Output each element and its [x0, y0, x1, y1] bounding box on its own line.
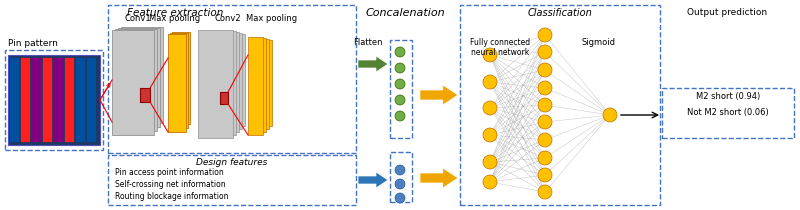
Circle shape	[395, 179, 405, 189]
Circle shape	[483, 101, 497, 115]
Bar	[198, 30, 233, 138]
Circle shape	[483, 155, 497, 169]
Bar	[43, 58, 52, 142]
Circle shape	[538, 81, 552, 95]
Text: Routing blockage information: Routing blockage information	[115, 192, 229, 201]
Text: Self-crossing net information: Self-crossing net information	[115, 180, 226, 189]
Bar	[121, 27, 163, 123]
Bar	[257, 40, 272, 126]
Bar	[65, 58, 74, 142]
Text: Not M2 short (0.06): Not M2 short (0.06)	[687, 108, 769, 117]
Bar	[118, 28, 160, 127]
Bar	[140, 88, 150, 102]
Bar	[108, 155, 356, 205]
Bar	[662, 88, 794, 138]
Text: Conv2: Conv2	[214, 14, 242, 23]
Circle shape	[483, 128, 497, 142]
Bar	[76, 58, 85, 142]
Text: Max pooling: Max pooling	[150, 14, 201, 23]
Text: Sigmoid: Sigmoid	[581, 38, 615, 47]
Circle shape	[395, 165, 405, 175]
Circle shape	[538, 63, 552, 77]
Text: Design features: Design features	[196, 158, 268, 167]
Text: M2 short (0.94): M2 short (0.94)	[696, 92, 760, 101]
Bar	[32, 58, 41, 142]
Bar	[460, 5, 660, 205]
Bar	[210, 34, 245, 126]
Circle shape	[395, 111, 405, 121]
Circle shape	[603, 108, 617, 122]
Bar	[172, 32, 190, 124]
Bar	[108, 5, 356, 153]
Text: Concalenation: Concalenation	[365, 8, 445, 18]
Circle shape	[483, 75, 497, 89]
Polygon shape	[358, 172, 388, 188]
Bar	[168, 34, 186, 132]
Circle shape	[395, 47, 405, 57]
Bar	[115, 29, 157, 131]
Bar	[8, 55, 100, 145]
Bar	[390, 152, 412, 202]
Circle shape	[538, 45, 552, 59]
Bar	[54, 58, 63, 142]
Circle shape	[395, 63, 405, 73]
Circle shape	[395, 79, 405, 89]
Polygon shape	[420, 168, 458, 188]
Circle shape	[538, 168, 552, 182]
Bar	[254, 39, 269, 129]
Text: Flatten: Flatten	[354, 38, 382, 47]
Text: Fully connected
neural network: Fully connected neural network	[470, 38, 530, 57]
Bar	[10, 58, 19, 142]
Circle shape	[483, 175, 497, 189]
Bar	[204, 32, 239, 132]
Bar	[390, 40, 412, 138]
Circle shape	[395, 193, 405, 203]
Circle shape	[538, 133, 552, 147]
Bar	[5, 50, 103, 150]
Bar	[207, 33, 242, 129]
Circle shape	[483, 48, 497, 62]
Bar	[112, 30, 154, 135]
Circle shape	[538, 28, 552, 42]
Bar	[170, 33, 188, 128]
Circle shape	[538, 185, 552, 199]
Circle shape	[538, 98, 552, 112]
Circle shape	[538, 115, 552, 129]
Bar	[220, 92, 228, 104]
Circle shape	[395, 95, 405, 105]
Bar	[87, 58, 96, 142]
Text: Feature extraction: Feature extraction	[127, 8, 223, 18]
Bar	[248, 37, 263, 135]
Text: Classification: Classification	[528, 8, 592, 18]
Bar	[251, 38, 266, 132]
Text: Pin access point information: Pin access point information	[115, 168, 224, 177]
Bar	[201, 31, 236, 135]
Circle shape	[538, 151, 552, 165]
Text: Output prediction: Output prediction	[687, 8, 767, 17]
Bar	[21, 58, 30, 142]
Text: Conv1: Conv1	[125, 14, 151, 23]
Polygon shape	[358, 56, 388, 72]
Text: Max pooling: Max pooling	[246, 14, 298, 23]
Text: Pin pattern: Pin pattern	[8, 39, 58, 48]
Polygon shape	[420, 85, 458, 105]
